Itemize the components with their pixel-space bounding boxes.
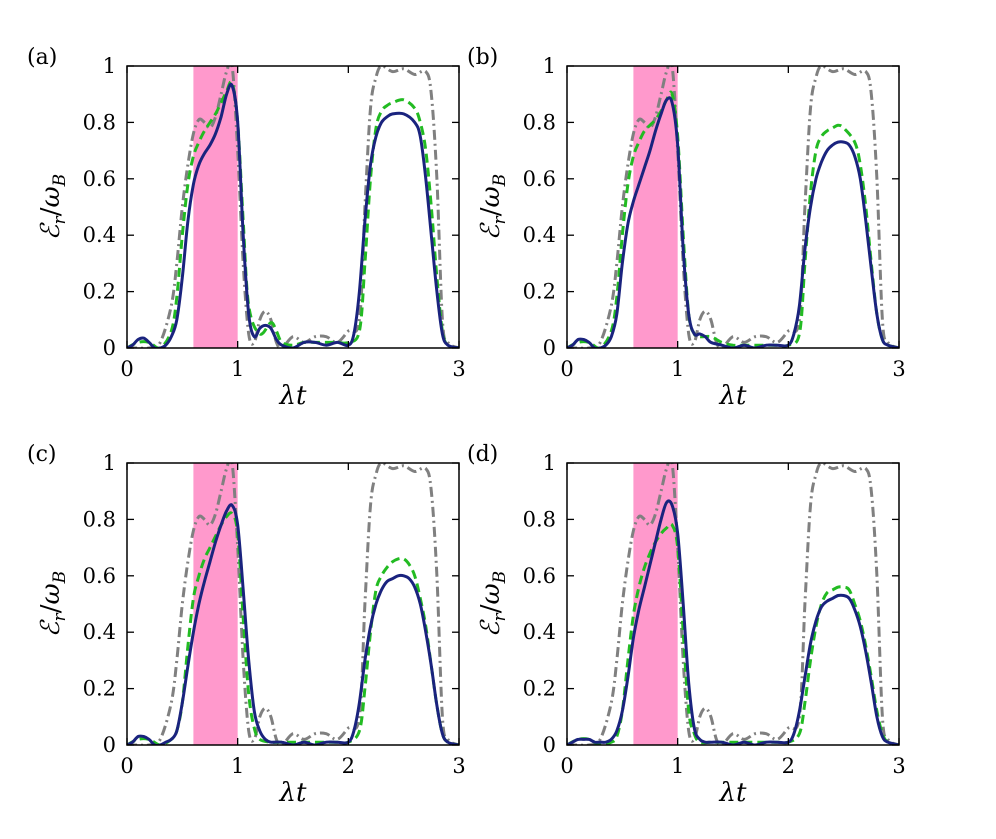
y-tick-label: 0.2 (83, 677, 116, 701)
series-blue-solid (567, 96, 899, 348)
x-tick-label: 1 (231, 754, 244, 778)
panel-label: (c) (27, 442, 57, 467)
x-axis-label: λt (279, 778, 307, 808)
y-tick-label: 0.4 (523, 223, 556, 247)
y-tick-label: 1 (103, 54, 116, 78)
plot-frame (126, 65, 460, 349)
plot-frame (566, 462, 900, 746)
x-tick-label: 3 (892, 357, 905, 381)
x-axis-label: λt (719, 778, 747, 808)
y-tick-label: 0.2 (83, 280, 116, 304)
y-tick-label: 0.6 (523, 167, 556, 191)
y-tick-label: 0.2 (523, 677, 556, 701)
y-tick-label: 0.8 (523, 110, 556, 134)
series-green-dashed (567, 90, 899, 348)
y-tick-label: 0 (543, 733, 556, 757)
panel-3: 0 1 2 3 0 0.2 0.4 0.6 0.8 1 (d) λt ℰr/ωB (467, 442, 906, 808)
plot-frame (126, 462, 460, 746)
series-blue-solid (127, 503, 459, 745)
x-tick-label: 0 (560, 754, 573, 778)
x-tick-label: 1 (671, 754, 684, 778)
y-tick-label: 0.6 (523, 564, 556, 588)
y-tick-label: 0.6 (83, 167, 116, 191)
y-tick-label: 0.8 (523, 507, 556, 531)
x-tick-label: 3 (452, 754, 465, 778)
panel-label: (d) (467, 442, 498, 467)
series-blue-solid (127, 82, 459, 348)
y-axis-label: ℰr/ωB (36, 571, 70, 637)
series-blue-solid (567, 499, 899, 745)
y-axis-label: ℰr/ωB (36, 174, 70, 240)
x-tick-label: 3 (452, 357, 465, 381)
x-tick-label: 0 (120, 754, 133, 778)
y-tick-label: 0.4 (83, 620, 116, 644)
x-axis-label: λt (279, 381, 307, 411)
series-gray-dashdot (567, 463, 899, 745)
panel-1: 0 1 2 3 0 0.2 0.4 0.6 0.8 1 (b) λt ℰr/ωB (467, 45, 906, 411)
y-tick-label: 1 (543, 54, 556, 78)
y-tick-label: 0.4 (523, 620, 556, 644)
series-gray-dashdot (127, 463, 459, 745)
panel-label: (a) (27, 45, 57, 70)
y-tick-label: 0.4 (83, 223, 116, 247)
panel-2: 0 1 2 3 0 0.2 0.4 0.6 0.8 1 (c) λt ℰr/ωB (27, 442, 466, 808)
plot-frame (566, 65, 900, 349)
y-tick-label: 1 (543, 451, 556, 475)
y-tick-label: 1 (103, 451, 116, 475)
y-tick-label: 0.6 (83, 564, 116, 588)
x-axis-label: λt (719, 381, 747, 411)
x-tick-label: 2 (342, 357, 355, 381)
x-tick-label: 3 (892, 754, 905, 778)
x-tick-label: 0 (560, 357, 573, 381)
y-axis-label: ℰr/ωB (476, 174, 510, 240)
y-tick-label: 0 (103, 733, 116, 757)
highlight-band (193, 66, 238, 348)
panel-0: 0 1 2 3 0 0.2 0.4 0.6 0.8 1 (a) λt ℰr/ωB (27, 45, 466, 411)
y-tick-label: 0 (543, 336, 556, 360)
y-axis-label: ℰr/ωB (476, 571, 510, 637)
highlight-band (633, 66, 678, 348)
y-tick-label: 0 (103, 336, 116, 360)
x-tick-label: 1 (231, 357, 244, 381)
series-gray-dashdot (567, 66, 899, 348)
y-tick-label: 0.2 (523, 280, 556, 304)
x-tick-label: 2 (342, 754, 355, 778)
panel-label: (b) (467, 45, 498, 70)
series-green-dashed (127, 511, 459, 745)
x-tick-label: 1 (671, 357, 684, 381)
y-tick-label: 0.8 (83, 110, 116, 134)
y-tick-label: 0.8 (83, 507, 116, 531)
series-green-dashed (127, 80, 459, 348)
x-tick-label: 0 (120, 357, 133, 381)
series-green-dashed (567, 522, 899, 745)
x-tick-label: 2 (782, 357, 795, 381)
x-tick-label: 2 (782, 754, 795, 778)
